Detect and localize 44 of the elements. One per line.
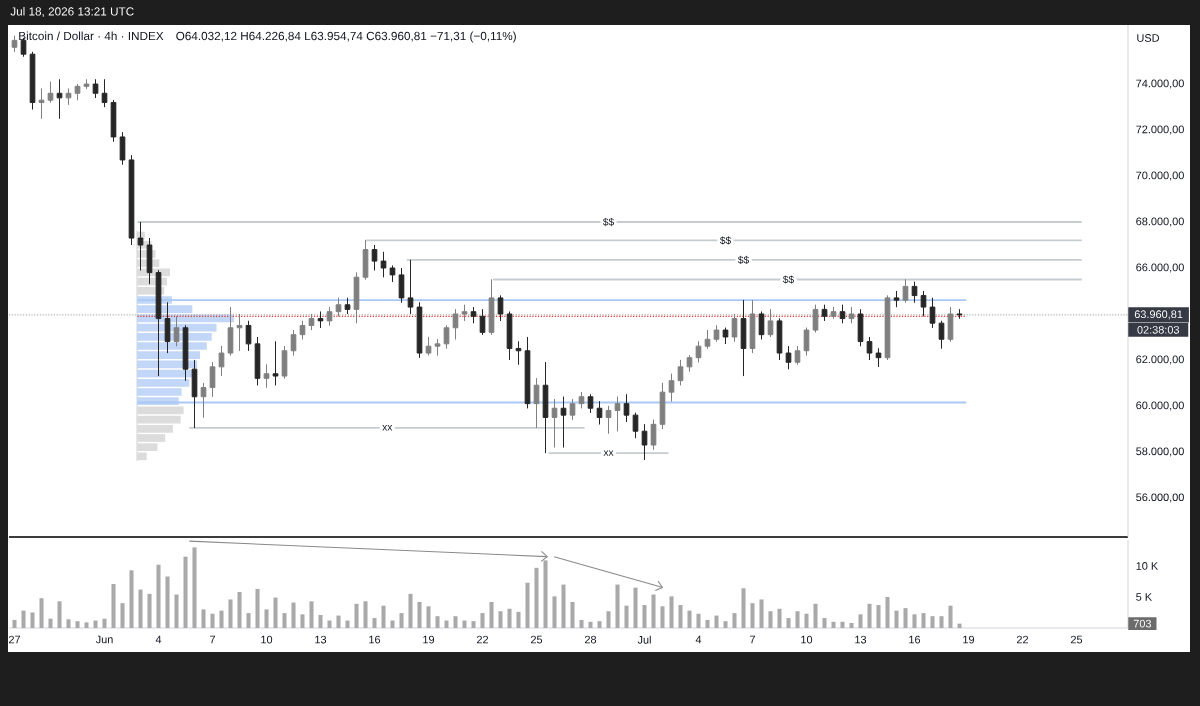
x-tick-label: Jul — [637, 635, 651, 644]
x-tick-label: 13 — [855, 635, 867, 644]
y-tick-label: 5 K — [1136, 593, 1152, 601]
x-tick-label: 19 — [423, 635, 435, 644]
x-tick-label: 4 — [695, 635, 702, 644]
x-tick-label: 10 — [261, 635, 273, 644]
y-axis-title: USD — [1137, 34, 1160, 42]
text: O64.032,12 H64.226,84 L63.954,74 C63.960,81 −71,31 (−0,11%) — [176, 31, 516, 43]
annotation: $$ — [737, 255, 749, 265]
x-tick-label: 13 — [315, 635, 327, 644]
y-tick-label: 70.000,00 — [1136, 171, 1184, 181]
x-tick-label: 7 — [210, 635, 216, 644]
x-tick-label: Jun — [95, 635, 113, 644]
y-tick-label: 66.000,00 — [1136, 263, 1184, 273]
y-tick-label: 74.000,00 — [1136, 79, 1184, 89]
y-tick-label: 10 K — [1136, 562, 1159, 570]
x-tick-label: 28 — [584, 635, 597, 644]
ref-line-label: 63.960,81 — [1134, 310, 1183, 320]
x-tick-label: 7 — [750, 635, 755, 644]
chart-title: Bitcoin / Dollar · 4h · INDEX — [19, 31, 164, 41]
x-tick-label: 25 — [530, 635, 543, 644]
y-tick-label: 68.000,00 — [1136, 217, 1184, 227]
x-tick-label: 22 — [1016, 635, 1029, 644]
x-tick-label: 16 — [369, 635, 381, 644]
annotation: $$ — [719, 236, 731, 245]
annotation: 703 — [1133, 619, 1152, 628]
annotation: xx — [603, 450, 614, 456]
x-tick-label: 27 — [8, 635, 21, 644]
text: 02:38:03 — [1137, 325, 1180, 334]
y-tick-label: 56.000,00 — [1136, 493, 1184, 503]
x-tick-label: 22 — [476, 635, 489, 644]
annotation: xx — [382, 425, 393, 431]
y-tick-label: 60.000,00 — [1136, 401, 1184, 411]
annotation: $$ — [782, 275, 794, 284]
y-tick-label: 62.000,00 — [1136, 355, 1184, 365]
x-tick-label: 25 — [1070, 635, 1083, 644]
text: Jul 18, 2026 13:21 UTC — [10, 6, 134, 17]
annotation: $$ — [602, 217, 614, 227]
x-tick-label: 10 — [801, 635, 813, 644]
x-tick-label: 16 — [909, 635, 921, 644]
x-tick-label: 4 — [155, 635, 162, 644]
y-tick-label: 72.000,00 — [1136, 125, 1184, 135]
y-tick-label: 58.000,00 — [1136, 447, 1184, 457]
x-tick-label: 19 — [963, 635, 975, 644]
